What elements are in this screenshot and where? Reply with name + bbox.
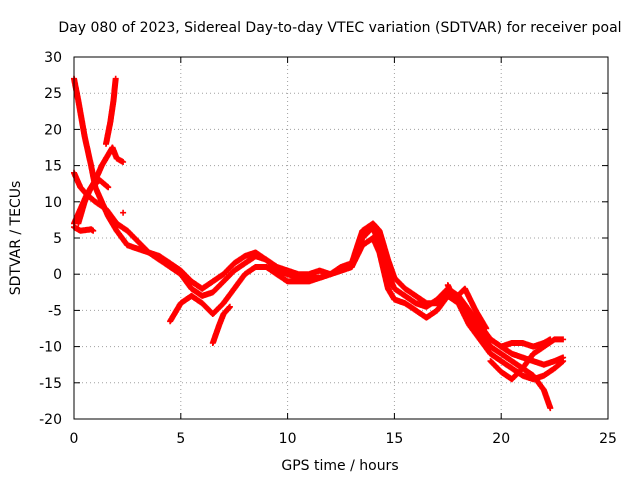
y-tick-label: 10 (44, 195, 62, 211)
x-tick-label: 5 (176, 431, 185, 447)
series-track-h (167, 235, 567, 383)
y-tick-label: 30 (44, 50, 62, 66)
chart-title: Day 080 of 2023, Sidereal Day-to-day VTE… (58, 20, 621, 36)
x-tick-label: 10 (279, 431, 297, 447)
x-tick-label: 15 (385, 431, 403, 447)
data-point-markers (75, 177, 112, 227)
series-track-j (487, 336, 567, 383)
series-track-f (120, 209, 127, 216)
y-axis-label: SDTVAR / TECUs (8, 181, 24, 296)
grid-lines (74, 57, 608, 419)
y-tick-label: 15 (44, 159, 62, 175)
data-point-markers (487, 336, 567, 383)
y-tick-label: 0 (53, 267, 62, 283)
data-point-markers (444, 282, 490, 332)
tick-labels: 0 5 10 15 20 25 -20 -15 -10 -5 0 5 10 15 20 25 30 (39, 50, 617, 447)
y-tick-label: 5 (53, 231, 62, 247)
y-tick-label: -15 (39, 376, 62, 392)
x-tick-label: 25 (599, 431, 617, 447)
series-track-a (71, 75, 567, 368)
series-track-l (444, 282, 490, 332)
y-tick-label: 20 (44, 122, 62, 138)
x-tick-label: 20 (492, 431, 510, 447)
plot-frame (73, 56, 609, 420)
data-markers (71, 75, 567, 412)
data-point-markers (167, 235, 567, 383)
series-track-k (498, 336, 554, 350)
y-tick-label: -10 (39, 340, 62, 356)
series-track-d (71, 169, 554, 412)
y-tick-label: -20 (39, 412, 62, 428)
data-point-markers (71, 224, 97, 234)
data-point-markers (209, 303, 233, 346)
series-track-e (71, 224, 97, 234)
series-track-g (75, 177, 112, 227)
data-point-markers (498, 336, 554, 350)
data-point-markers (71, 169, 554, 412)
series-track-c (103, 75, 119, 147)
x-tick-label: 0 (70, 431, 79, 447)
data-point-markers (103, 75, 119, 147)
data-point-markers (71, 75, 567, 368)
y-tick-label: 25 (44, 86, 62, 102)
x-axis-label: GPS time / hours (281, 458, 398, 474)
series-track-i (209, 303, 233, 346)
data-point-markers (120, 209, 127, 216)
y-tick-label: -5 (48, 303, 62, 319)
